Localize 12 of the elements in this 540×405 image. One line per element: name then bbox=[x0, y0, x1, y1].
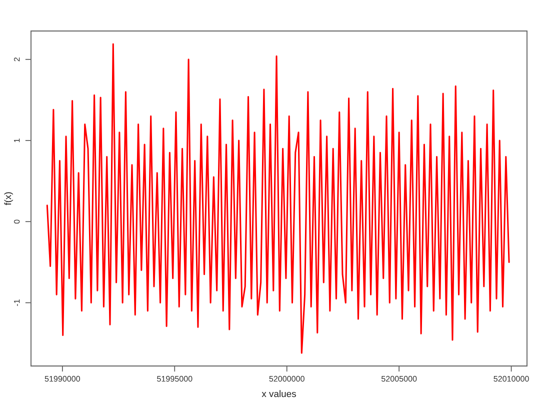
y-axis-title: f(x) bbox=[4, 192, 13, 206]
y-tick-label: 1 bbox=[14, 138, 20, 142]
x-tick-label: 51990000 bbox=[44, 376, 80, 382]
line-series bbox=[46, 43, 510, 354]
x-axis-title: x values bbox=[262, 390, 296, 398]
y-tick-label: -1 bbox=[14, 300, 20, 306]
x-tick-label: 52000000 bbox=[269, 376, 304, 382]
x-tick-label: 51995000 bbox=[157, 376, 192, 382]
x-tick-label: 52010000 bbox=[494, 376, 529, 382]
x-tick-label: 52005000 bbox=[381, 376, 417, 382]
y-tick-label: 2 bbox=[14, 58, 20, 62]
y-tick-label: 0 bbox=[14, 220, 20, 224]
